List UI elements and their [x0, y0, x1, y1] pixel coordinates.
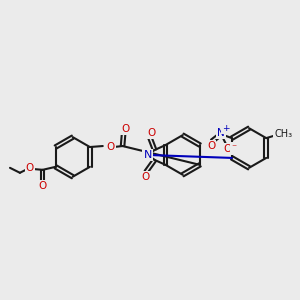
- Text: +: +: [222, 124, 230, 133]
- Text: O: O: [224, 144, 232, 154]
- Text: N: N: [143, 150, 152, 160]
- Text: N: N: [217, 128, 225, 138]
- Text: ⁻: ⁻: [231, 143, 236, 153]
- Text: O: O: [39, 181, 47, 191]
- Text: O: O: [26, 163, 34, 173]
- Text: CH₃: CH₃: [274, 129, 292, 139]
- Text: O: O: [207, 141, 215, 151]
- Text: O: O: [141, 172, 149, 182]
- Text: O: O: [122, 124, 130, 134]
- Text: O: O: [147, 128, 155, 138]
- Text: O: O: [106, 142, 115, 152]
